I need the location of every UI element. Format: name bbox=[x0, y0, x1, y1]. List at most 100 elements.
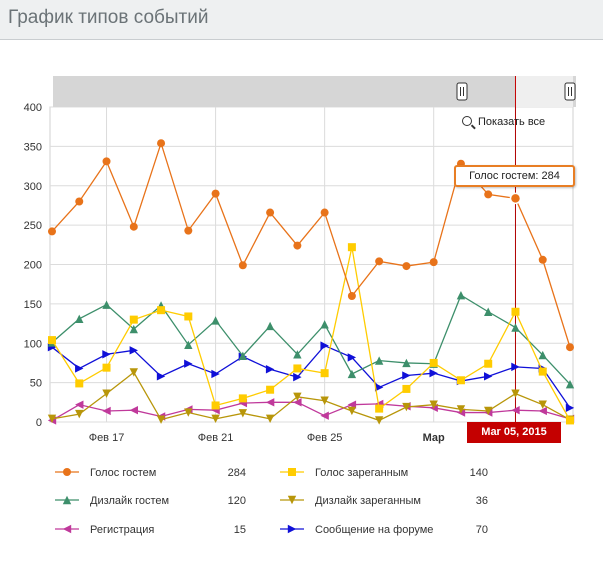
data-point bbox=[184, 408, 193, 417]
x-tick-label: Мар bbox=[423, 432, 445, 444]
data-point bbox=[266, 385, 275, 394]
data-point bbox=[184, 312, 193, 321]
x-tick-label: Фев 25 bbox=[307, 432, 343, 444]
data-point bbox=[320, 320, 329, 329]
data-point bbox=[75, 314, 84, 324]
data-point bbox=[184, 359, 193, 368]
data-point bbox=[320, 369, 329, 378]
data-point bbox=[211, 189, 220, 198]
y-tick-label: 100 bbox=[24, 338, 42, 350]
data-point bbox=[429, 400, 438, 409]
series-1 bbox=[48, 243, 574, 425]
data-point bbox=[484, 307, 493, 316]
data-point bbox=[456, 405, 466, 414]
data-point bbox=[265, 414, 275, 424]
legend-marker bbox=[287, 524, 297, 534]
data-point bbox=[293, 372, 302, 382]
data-point bbox=[565, 380, 575, 389]
x-tick-label: Фев 21 bbox=[198, 432, 234, 444]
data-point bbox=[75, 379, 84, 388]
data-point bbox=[484, 406, 493, 416]
data-point bbox=[320, 208, 329, 217]
y-tick-label: 350 bbox=[24, 141, 42, 153]
data-point bbox=[102, 350, 111, 359]
data-point bbox=[566, 343, 574, 352]
data-point bbox=[129, 405, 138, 415]
data-point bbox=[129, 324, 138, 334]
data-point bbox=[374, 356, 384, 365]
legend-value: 140 bbox=[470, 467, 488, 479]
y-tick-label: 300 bbox=[24, 181, 42, 193]
data-point bbox=[484, 359, 493, 368]
data-point bbox=[429, 368, 438, 378]
data-point bbox=[157, 306, 166, 315]
legend-label: Голос гостем bbox=[90, 467, 156, 479]
legend-item[interactable]: Сообщение на форуме 70 bbox=[280, 524, 488, 536]
series-0-line bbox=[51, 141, 571, 348]
legend-label: Сообщение на форуме bbox=[315, 524, 433, 536]
series-5-line bbox=[51, 344, 571, 409]
legend-item[interactable]: Голос гостем 284 bbox=[55, 467, 246, 479]
range-handle-left-body bbox=[456, 82, 468, 101]
show-all-label: Показать все bbox=[478, 116, 546, 128]
legend-item[interactable]: Дизлайк зареганным 36 bbox=[280, 495, 488, 507]
data-point bbox=[484, 190, 493, 199]
data-point bbox=[538, 400, 547, 409]
legend-marker bbox=[62, 495, 72, 505]
show-all-button[interactable]: Показать все bbox=[462, 116, 545, 128]
data-point bbox=[129, 346, 138, 355]
range-navigator bbox=[53, 76, 576, 107]
data-point bbox=[456, 291, 466, 300]
data-point bbox=[402, 384, 411, 393]
data-point bbox=[102, 157, 111, 166]
data-point bbox=[157, 139, 166, 148]
header-bar: График типов событий bbox=[0, 0, 603, 40]
data-point bbox=[347, 406, 357, 416]
legend-value: 15 bbox=[234, 524, 246, 536]
range-navigator-selected bbox=[515, 76, 573, 107]
data-point bbox=[566, 416, 574, 425]
data-point bbox=[156, 415, 166, 424]
legend-item[interactable]: Голос зареганным 140 bbox=[280, 467, 488, 479]
data-point bbox=[402, 262, 411, 271]
data-point bbox=[374, 383, 384, 392]
data-point bbox=[265, 398, 275, 407]
point-tooltip: Голос гостем: 284 bbox=[454, 165, 575, 187]
data-point bbox=[75, 400, 84, 409]
y-tick-label: 200 bbox=[24, 260, 42, 272]
data-point bbox=[320, 396, 329, 405]
data-point bbox=[402, 358, 411, 368]
legend-marker bbox=[63, 468, 71, 476]
data-point bbox=[211, 414, 220, 424]
data-point bbox=[238, 351, 248, 361]
data-point bbox=[320, 341, 329, 350]
legend-item[interactable]: Дизлайк гостем 120 bbox=[55, 495, 246, 507]
data-point bbox=[48, 227, 56, 236]
legend-value: 36 bbox=[476, 495, 488, 507]
data-point bbox=[538, 350, 547, 360]
legend-item[interactable]: Регистрация 15 bbox=[55, 524, 246, 536]
legend-marker bbox=[288, 468, 296, 476]
page-title: График типов событий bbox=[8, 7, 209, 28]
data-point bbox=[511, 323, 520, 332]
data-point bbox=[75, 197, 84, 206]
data-point bbox=[511, 405, 520, 415]
crosshair-date-label: Mar 05, 2015 bbox=[467, 422, 561, 443]
data-point bbox=[184, 340, 193, 350]
data-point bbox=[184, 226, 193, 235]
data-point bbox=[402, 402, 411, 412]
data-point bbox=[511, 307, 520, 316]
data-point bbox=[293, 398, 302, 407]
data-point bbox=[102, 300, 111, 309]
data-point bbox=[429, 358, 438, 367]
legend-value: 120 bbox=[228, 495, 246, 507]
data-point bbox=[75, 409, 84, 419]
data-point bbox=[156, 372, 166, 381]
data-point bbox=[293, 364, 302, 373]
data-point bbox=[266, 208, 275, 217]
series-4-line bbox=[51, 401, 571, 421]
legend-marker bbox=[62, 524, 72, 534]
data-point bbox=[320, 411, 329, 420]
data-point bbox=[484, 372, 493, 381]
